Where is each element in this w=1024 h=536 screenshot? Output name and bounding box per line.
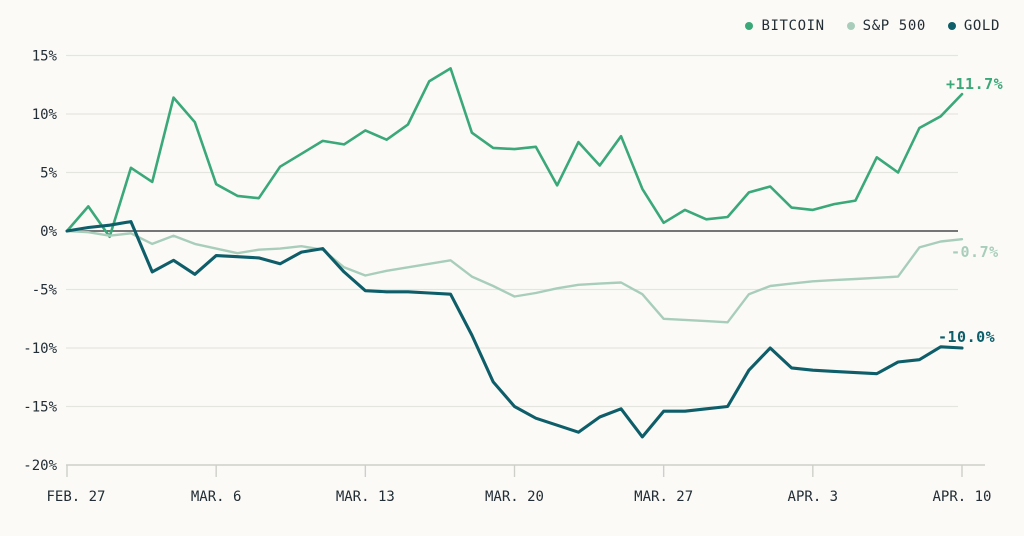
svg-text:-5%: -5% bbox=[32, 283, 58, 299]
svg-text:MAR. 6: MAR. 6 bbox=[191, 489, 242, 505]
gold-legend-dot-icon bbox=[947, 22, 956, 30]
legend-label-bitcoin: BITCOIN bbox=[761, 18, 825, 34]
legend-label-gold: GOLD bbox=[963, 18, 1000, 34]
svg-text:-10%: -10% bbox=[23, 341, 57, 357]
legend-item-sp500[interactable]: S&P 500 bbox=[846, 18, 926, 34]
sp500-end-value-label: -0.7% bbox=[951, 243, 999, 261]
legend-item-bitcoin[interactable]: BITCOIN bbox=[745, 18, 824, 34]
svg-text:FEB. 27: FEB. 27 bbox=[46, 489, 105, 505]
svg-text:APR. 10: APR. 10 bbox=[932, 489, 991, 505]
svg-text:MAR. 27: MAR. 27 bbox=[634, 489, 693, 505]
svg-text:MAR. 20: MAR. 20 bbox=[485, 489, 544, 505]
bitcoin-legend-dot-icon bbox=[745, 22, 754, 30]
svg-text:10%: 10% bbox=[32, 107, 58, 123]
legend-label-sp500: S&P 500 bbox=[862, 18, 926, 34]
svg-text:MAR. 13: MAR. 13 bbox=[336, 489, 395, 505]
svg-text:0%: 0% bbox=[40, 224, 57, 240]
svg-text:15%: 15% bbox=[32, 49, 58, 65]
svg-text:-15%: -15% bbox=[23, 400, 57, 416]
gold-end-value-label: -10.0% bbox=[938, 328, 996, 346]
legend-item-gold[interactable]: GOLD bbox=[947, 18, 1000, 34]
sp500-legend-dot-icon bbox=[846, 22, 855, 30]
svg-text:5%: 5% bbox=[40, 166, 57, 182]
bitcoin-end-value-label: +11.7% bbox=[946, 75, 1004, 93]
legend: BITCOIN S&P 500 GOLD bbox=[745, 18, 1000, 34]
svg-text:APR. 3: APR. 3 bbox=[788, 489, 839, 505]
svg-text:-20%: -20% bbox=[23, 458, 57, 474]
